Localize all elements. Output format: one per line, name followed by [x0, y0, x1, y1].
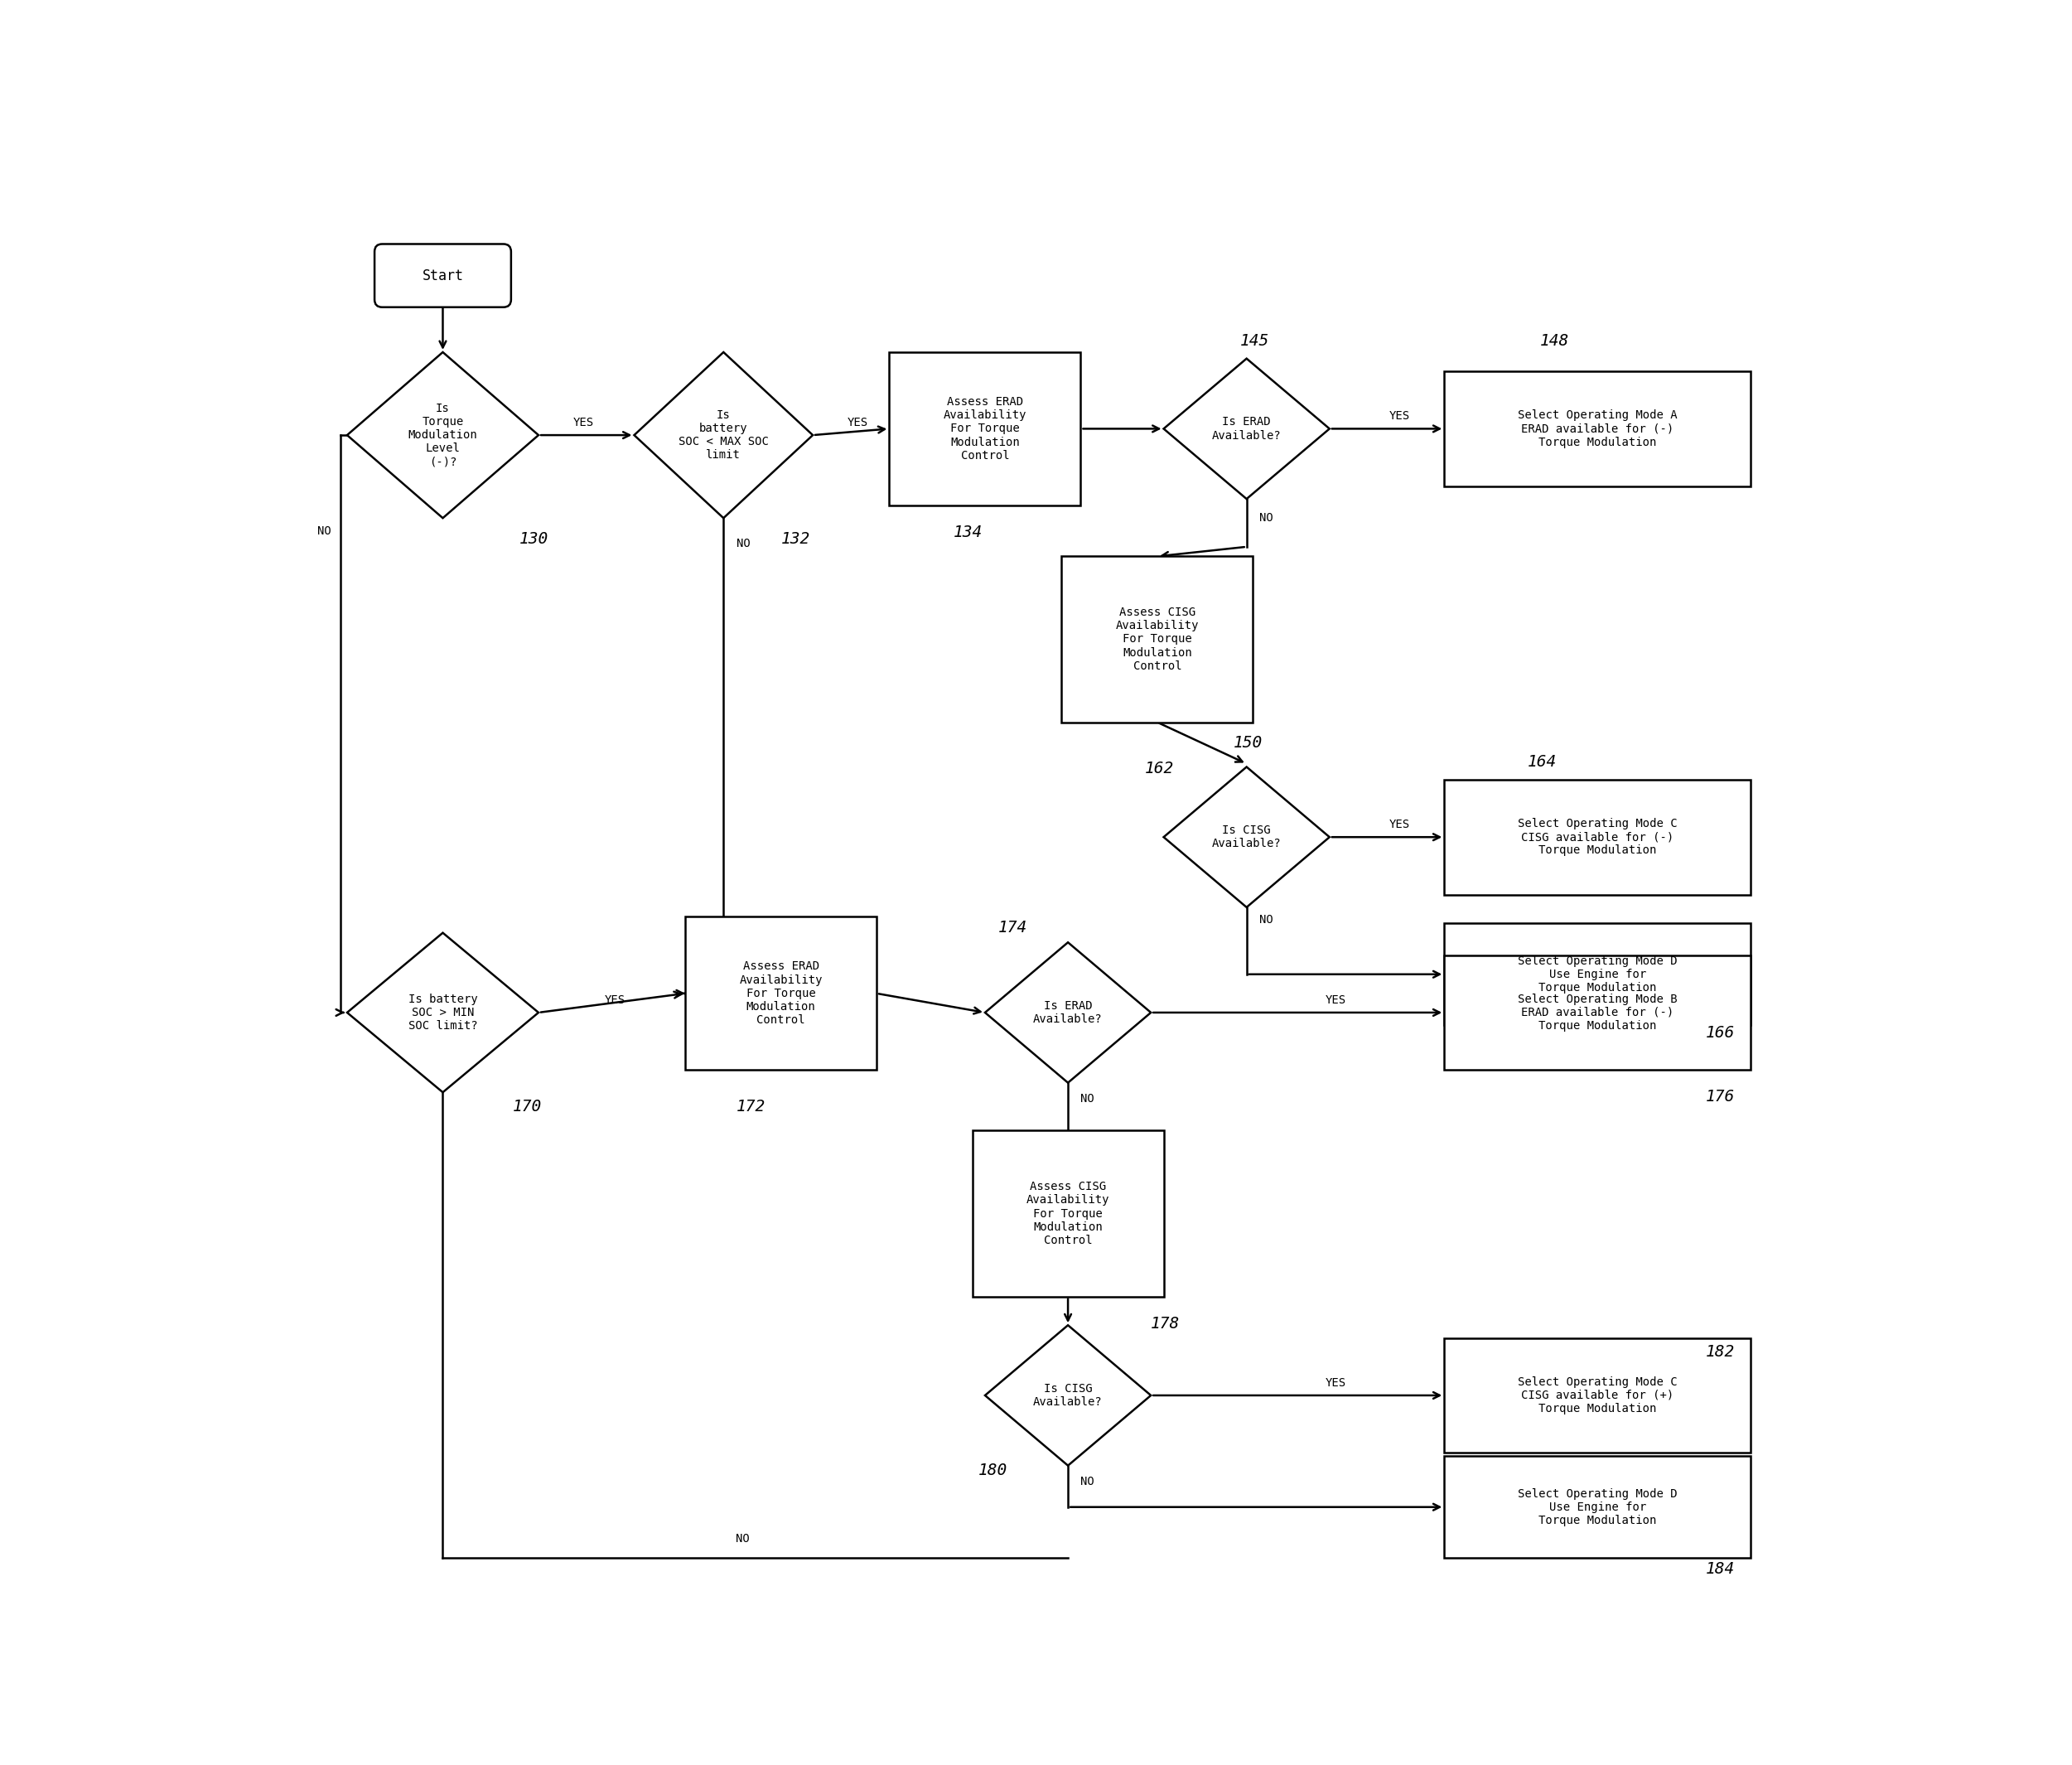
Text: Is battery
SOC > MIN
SOC limit?: Is battery SOC > MIN SOC limit?: [408, 994, 477, 1033]
Text: Select Operating Mode C
CISG available for (+)
Torque Modulation: Select Operating Mode C CISG available f…: [1517, 1377, 1676, 1414]
Text: NO: NO: [1082, 1476, 1094, 1488]
Text: Is CISG
Available?: Is CISG Available?: [1034, 1382, 1102, 1408]
Text: YES: YES: [1388, 409, 1411, 422]
Text: NO: NO: [736, 538, 750, 549]
Text: 174: 174: [999, 920, 1028, 935]
Polygon shape: [634, 353, 812, 519]
Text: NO: NO: [736, 1534, 750, 1544]
Bar: [1444, 1456, 1751, 1558]
Text: NO: NO: [1260, 914, 1272, 927]
Text: 130: 130: [520, 531, 549, 547]
Text: Is ERAD
Available?: Is ERAD Available?: [1034, 1001, 1102, 1025]
Text: NO: NO: [317, 524, 332, 537]
Text: 178: 178: [1150, 1315, 1181, 1331]
Text: Is CISG
Available?: Is CISG Available?: [1212, 824, 1280, 849]
Text: YES: YES: [1388, 819, 1411, 830]
Text: 172: 172: [736, 1098, 765, 1114]
Text: YES: YES: [1326, 994, 1347, 1006]
Text: YES: YES: [847, 417, 868, 429]
Text: YES: YES: [572, 417, 593, 429]
Text: 148: 148: [1539, 334, 1569, 349]
Text: Is
Torque
Modulation
Level
(-)?: Is Torque Modulation Level (-)?: [408, 402, 477, 468]
Text: Select Operating Mode D
Use Engine for
Torque Modulation: Select Operating Mode D Use Engine for T…: [1517, 955, 1676, 994]
FancyBboxPatch shape: [375, 244, 512, 307]
Bar: [972, 1131, 1164, 1297]
Text: 164: 164: [1527, 754, 1556, 770]
Polygon shape: [984, 1326, 1150, 1465]
Text: Assess CISG
Availability
For Torque
Modulation
Control: Assess CISG Availability For Torque Modu…: [1026, 1181, 1111, 1246]
Text: Assess ERAD
Availability
For Torque
Modulation
Control: Assess ERAD Availability For Torque Modu…: [943, 395, 1026, 461]
Text: 180: 180: [978, 1463, 1007, 1477]
Text: 132: 132: [781, 531, 810, 547]
Bar: [1444, 1338, 1751, 1453]
Text: 182: 182: [1705, 1345, 1734, 1361]
Text: Assess ERAD
Availability
For Torque
Modulation
Control: Assess ERAD Availability For Torque Modu…: [740, 960, 823, 1025]
Text: 162: 162: [1144, 761, 1173, 777]
Text: Is ERAD
Available?: Is ERAD Available?: [1212, 417, 1280, 441]
Bar: [1444, 923, 1751, 1025]
Text: NO: NO: [1082, 1093, 1094, 1105]
Text: 176: 176: [1705, 1089, 1734, 1105]
Polygon shape: [1164, 358, 1330, 499]
Polygon shape: [1164, 768, 1330, 907]
Bar: [1061, 556, 1254, 722]
Text: 150: 150: [1233, 734, 1264, 750]
Bar: [1444, 371, 1751, 485]
Text: 134: 134: [953, 524, 982, 540]
Polygon shape: [348, 353, 539, 519]
Text: Is
battery
SOC < MAX SOC
limit: Is battery SOC < MAX SOC limit: [678, 409, 769, 461]
Text: NO: NO: [1260, 512, 1272, 524]
Bar: [686, 916, 876, 1070]
Text: Select Operating Mode B
ERAD available for (-)
Torque Modulation: Select Operating Mode B ERAD available f…: [1517, 994, 1676, 1033]
Text: 170: 170: [514, 1098, 543, 1114]
Text: 145: 145: [1241, 334, 1270, 349]
Text: Assess CISG
Availability
For Torque
Modulation
Control: Assess CISG Availability For Torque Modu…: [1115, 607, 1200, 672]
Bar: [1444, 955, 1751, 1070]
Text: Select Operating Mode A
ERAD available for (-)
Torque Modulation: Select Operating Mode A ERAD available f…: [1517, 409, 1676, 448]
Text: YES: YES: [605, 994, 626, 1006]
Text: 166: 166: [1705, 1025, 1734, 1041]
Text: YES: YES: [1326, 1377, 1347, 1389]
Text: 184: 184: [1705, 1562, 1734, 1576]
Text: Start: Start: [423, 268, 464, 282]
Bar: [889, 353, 1082, 505]
Text: Select Operating Mode C
CISG available for (-)
Torque Modulation: Select Operating Mode C CISG available f…: [1517, 817, 1676, 856]
Polygon shape: [984, 943, 1150, 1082]
Bar: [1444, 780, 1751, 895]
Text: Select Operating Mode D
Use Engine for
Torque Modulation: Select Operating Mode D Use Engine for T…: [1517, 1488, 1676, 1527]
Polygon shape: [348, 932, 539, 1093]
